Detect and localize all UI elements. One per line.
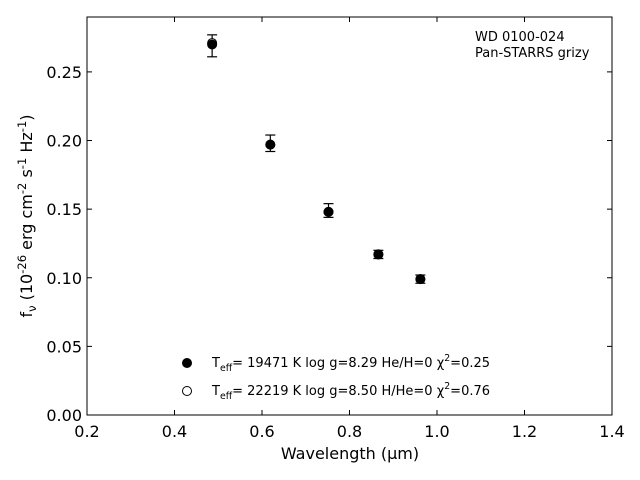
model-point-filled — [265, 139, 276, 150]
legend-entry-2: Teff= 22219 K log g=8.50 H/He=0 χ2=0.76 — [211, 381, 490, 402]
axis-ticks: 0.2 0.4 0.6 0.8 1.0 1.2 1.4 0.00 0.05 0.10 0.15 0.2… — [46, 17, 625, 441]
annotation-line-2: Pan-STARRS grizy — [475, 46, 590, 61]
y-axis-label: fν (10-26 erg cm-2 s-1 Hz-1) — [15, 114, 39, 317]
model-point-filled — [207, 39, 218, 50]
model-point-filled — [373, 249, 384, 260]
y-tick-label: 0.05 — [46, 337, 82, 356]
data-points — [207, 38, 426, 285]
y-tick-label: 0.00 — [46, 406, 82, 425]
legend-marker-open — [182, 386, 192, 396]
model-point-filled — [415, 274, 426, 285]
y-tick-label: 0.25 — [46, 63, 82, 82]
x-tick-label: 0.8 — [337, 422, 362, 441]
x-tick-label: 0.4 — [162, 422, 187, 441]
x-axis-label: Wavelength (μm) — [281, 444, 419, 463]
y-tick-label: 0.15 — [46, 200, 82, 219]
annotation-line-1: WD 0100-024 — [475, 30, 565, 45]
legend: Teff= 19471 K log g=8.29 He/H=0 χ2=0.25 … — [182, 353, 490, 402]
x-tick-label: 1.4 — [599, 422, 624, 441]
x-tick-label: 0.6 — [249, 422, 274, 441]
x-tick-label: 1.2 — [512, 422, 537, 441]
plot-area — [86, 16, 613, 416]
legend-entry-1: Teff= 19471 K log g=8.29 He/H=0 χ2=0.25 — [211, 353, 490, 374]
model-point-filled — [323, 206, 334, 217]
y-tick-label: 0.10 — [46, 269, 82, 288]
y-tick-label: 0.20 — [46, 132, 82, 151]
legend-marker-filled — [182, 358, 192, 368]
x-tick-label: 0.2 — [74, 422, 99, 441]
x-tick-label: 1.0 — [424, 422, 449, 441]
